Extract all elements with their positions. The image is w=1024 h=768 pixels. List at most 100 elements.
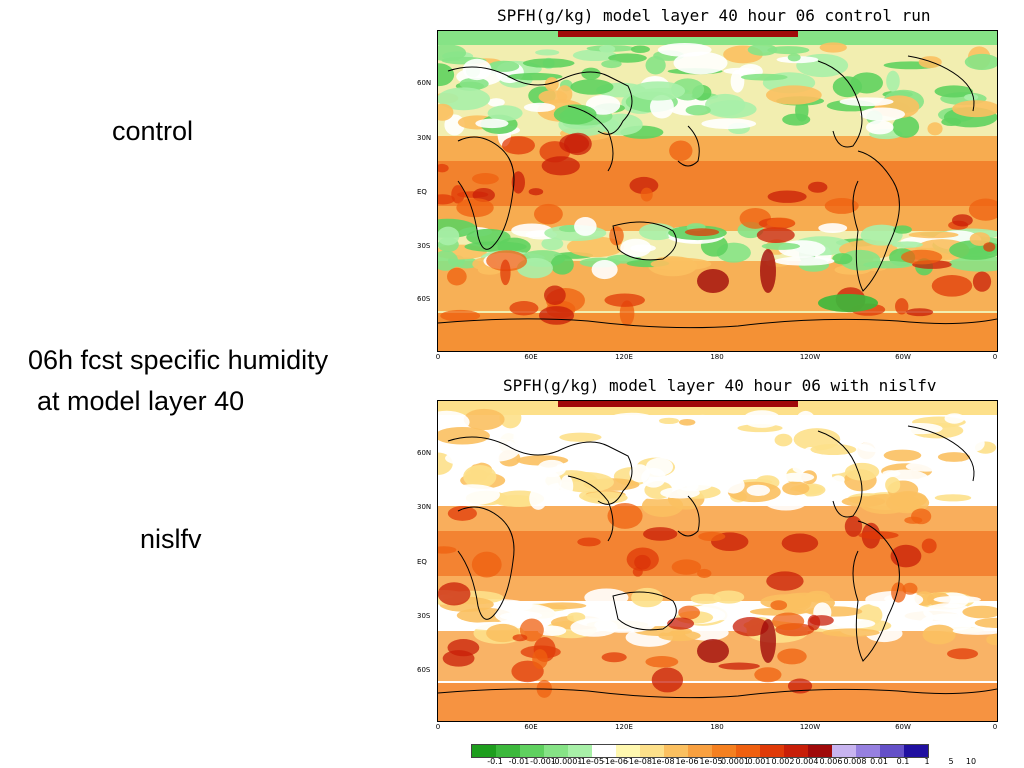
field-blob <box>645 56 666 75</box>
field-blob <box>510 480 527 490</box>
colorbar-label: 0.006 <box>819 757 843 766</box>
field-blob <box>513 425 544 449</box>
field-blob <box>541 156 580 176</box>
slide-title-line2: at model layer 40 <box>37 386 245 416</box>
colorbar-label: 0.001 <box>747 757 771 766</box>
lon-label: 120E <box>615 723 633 731</box>
field-blob <box>923 603 974 622</box>
field-blob <box>574 217 597 236</box>
field-blob <box>660 487 700 499</box>
map-nislfv-run <box>437 400 998 722</box>
field-blob <box>609 226 624 246</box>
field-band <box>438 161 997 206</box>
field-blob <box>893 225 912 234</box>
colorbar-swatch <box>664 745 688 757</box>
field-blob <box>462 58 492 81</box>
field-blob <box>929 466 986 487</box>
lat-label: 60S <box>417 295 431 303</box>
label-control: control <box>112 116 194 146</box>
field-blob <box>581 67 601 80</box>
lon-label: 60E <box>524 353 538 361</box>
field-blob <box>537 625 567 636</box>
colorbar <box>471 744 929 758</box>
field-blob <box>772 612 805 631</box>
field-blob <box>629 176 659 195</box>
field-blob <box>447 506 477 521</box>
field-blob <box>883 449 922 462</box>
field-blob <box>678 605 701 620</box>
field-band <box>558 401 798 407</box>
field-blob <box>438 582 471 606</box>
field-blob <box>824 198 859 214</box>
field-blob <box>818 223 848 233</box>
field-blob <box>630 81 686 101</box>
field-blob <box>882 470 901 477</box>
colorbar-swatch <box>880 745 904 757</box>
field-blob <box>511 171 526 194</box>
field-blob <box>684 228 720 237</box>
field-blob <box>487 98 505 107</box>
field-blob <box>795 410 816 434</box>
field-blob <box>451 185 465 204</box>
colorbar-label: 1e-06 <box>675 757 699 766</box>
field-blob <box>553 104 597 125</box>
field-blob <box>770 600 788 611</box>
panel-title-control: SPFH(g/kg) model layer 40 hour 06 contro… <box>497 6 931 25</box>
lon-label: 0 <box>435 723 441 731</box>
colorbar-label: -0.01 <box>508 757 530 766</box>
colorbar-label: 0.01 <box>870 757 888 766</box>
field-blob <box>487 105 523 122</box>
field-blob <box>667 617 695 630</box>
colorbar-swatch <box>472 745 496 757</box>
lon-label: 0 <box>992 353 998 361</box>
field-blob <box>952 100 997 118</box>
field-blob <box>844 515 863 537</box>
colorbar-label: -0.0001 <box>551 757 583 766</box>
field-blob <box>949 255 997 272</box>
field-blob <box>685 105 711 116</box>
field-blob <box>891 241 923 248</box>
map-control-run <box>437 30 998 352</box>
field-blob <box>438 103 454 121</box>
field-blob <box>746 484 770 496</box>
colorbar-swatch <box>712 745 736 757</box>
field-blob <box>509 301 539 316</box>
field-blob <box>645 457 674 476</box>
field-blob <box>819 42 847 53</box>
field-blob <box>934 494 972 502</box>
field-blob <box>754 667 782 683</box>
lat-label: EQ <box>417 558 427 566</box>
field-blob <box>927 122 943 136</box>
field-blob <box>965 435 985 452</box>
field-blob <box>884 606 934 629</box>
field-blob <box>962 605 997 619</box>
field-blob <box>850 72 883 94</box>
field-blob <box>808 181 828 193</box>
field-blob <box>438 250 459 271</box>
colorbar-label: 1e-08 <box>651 757 675 766</box>
field-blob <box>906 308 934 317</box>
lat-label: 60N <box>417 79 432 87</box>
field-blob <box>650 257 712 271</box>
field-blob <box>463 464 497 489</box>
field-blob <box>619 300 635 327</box>
field-blob <box>718 662 760 670</box>
field-blob <box>523 102 556 113</box>
field-blob <box>687 414 719 423</box>
field-blob <box>931 274 973 297</box>
field-blob <box>559 432 602 442</box>
field-blob <box>866 120 894 135</box>
coastline <box>907 55 975 112</box>
field-blob <box>475 118 509 129</box>
field-blob <box>781 533 819 553</box>
field-blob <box>969 232 991 246</box>
field-blob <box>678 418 696 426</box>
field-blob <box>818 294 878 312</box>
colorbar-label: 1e-05 <box>699 757 723 766</box>
field-blob <box>922 624 956 645</box>
field-blob <box>500 259 511 286</box>
field-blob <box>544 285 566 306</box>
colorbar-swatch <box>736 745 760 757</box>
field-blob <box>863 260 913 269</box>
field-blob <box>722 476 745 494</box>
